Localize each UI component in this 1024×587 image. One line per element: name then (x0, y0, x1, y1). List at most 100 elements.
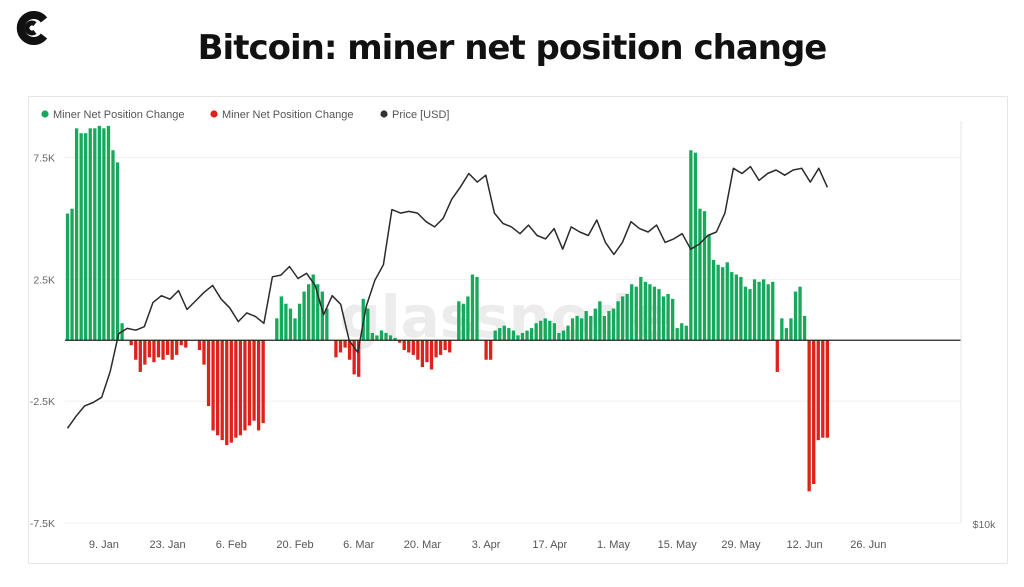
coindesk-logo (16, 11, 48, 45)
bar-negative (202, 340, 206, 365)
bar-positive (561, 330, 566, 341)
bar-positive (557, 332, 561, 341)
bar-positive (79, 133, 83, 341)
bar-positive (652, 286, 657, 341)
bar-negative (775, 340, 779, 372)
bar-positive (771, 281, 775, 341)
x-tick-label: 15. May (658, 539, 698, 551)
bar-positive (516, 335, 520, 341)
bar-positive (734, 274, 738, 341)
bar-positive (620, 296, 625, 341)
x-tick-label: 17. Apr (532, 539, 567, 551)
bar-positive (520, 332, 525, 341)
bar-positive (711, 259, 716, 341)
bar-negative (357, 340, 361, 377)
bar-positive (525, 330, 529, 341)
x-tick-label: 6. Feb (216, 539, 247, 551)
bar-positive (297, 303, 302, 341)
x-tick-label: 12. Jun (787, 539, 823, 551)
bar-positive (461, 303, 465, 341)
bar-positive (625, 293, 629, 341)
x-tick-label: 20. Mar (404, 539, 442, 551)
x-tick-label: 29. May (721, 539, 761, 551)
chart-svg: glassnode Miner Net Position Change Mine… (30, 109, 996, 551)
bar-negative (807, 340, 811, 492)
bar-positive (616, 301, 620, 341)
bar-positive (293, 318, 297, 341)
bar-positive (539, 320, 543, 341)
chart-card: glassnode Miner Net Position Change Mine… (28, 96, 1008, 564)
bar-negative (175, 340, 179, 355)
bar-positive (106, 125, 111, 341)
bar-negative (352, 340, 356, 375)
bar-positive (534, 323, 538, 341)
y-tick-label: 2.5K (33, 274, 55, 286)
bar-positive (648, 284, 652, 341)
bar-positive (111, 150, 115, 341)
bar-negative (165, 340, 170, 355)
bar-negative (211, 340, 215, 431)
bar-positive (752, 279, 757, 341)
x-tick-label: 9. Jan (89, 539, 119, 551)
bar-positive (689, 150, 693, 341)
price-line (66, 165, 829, 429)
bar-positive (366, 308, 370, 341)
bar-negative (179, 340, 183, 346)
bar-negative (816, 340, 820, 441)
bar-positive (721, 267, 725, 341)
bar-positive (716, 264, 720, 341)
bar-positive (793, 291, 798, 341)
bar-positive (370, 332, 374, 341)
bar-positive (511, 330, 516, 341)
bar-negative (434, 340, 438, 358)
bar-positive (671, 298, 675, 341)
bar-negative (184, 340, 188, 348)
bar-positive (320, 291, 324, 341)
bar-negative (206, 340, 211, 407)
bar-positive (748, 289, 752, 341)
x-tick-label: 3. Apr (472, 539, 501, 551)
bar-positive (666, 293, 670, 341)
bar-negative (261, 340, 265, 424)
bar-negative (129, 340, 133, 346)
bar-negative (252, 340, 256, 421)
bar-positive (661, 296, 666, 341)
bar-negative (229, 340, 233, 443)
bar-negative (402, 340, 406, 351)
bar-negative (821, 340, 825, 438)
bar-negative (143, 340, 147, 365)
bar-negative (247, 340, 252, 426)
bar-positive (288, 308, 293, 341)
x-tick-label: 6. Mar (343, 539, 375, 551)
bar-positive (375, 335, 379, 341)
x-tick-label: 1. May (597, 539, 631, 551)
bar-negative (343, 340, 347, 348)
bar-negative (411, 340, 415, 355)
bar-positive (643, 281, 647, 341)
bar-positive (743, 286, 748, 341)
x-tick-label: 26. Jun (850, 539, 886, 551)
bar-positive (757, 281, 761, 341)
bar-positive (543, 318, 547, 341)
bar-positive (384, 332, 388, 341)
bar-positive (548, 320, 552, 341)
bar-positive (275, 318, 279, 341)
bar-positive (598, 301, 602, 341)
bar-negative (448, 340, 452, 353)
bar-positive (725, 262, 729, 341)
bar-positive (802, 315, 807, 341)
bar-positive (302, 291, 306, 341)
bar-positive (675, 328, 679, 341)
bar-negative (398, 340, 402, 343)
bar-negative (197, 340, 202, 351)
bar-positive (766, 284, 770, 341)
bars (65, 125, 829, 492)
x-axis: 9. Jan 23. Jan 6. Feb 20. Feb 6. Mar 20. Mar 3… (89, 539, 886, 551)
bar-positive (393, 337, 397, 341)
bar-negative (338, 340, 343, 353)
bar-negative (334, 340, 338, 358)
bar-positive (493, 330, 497, 341)
bar-positive (93, 128, 97, 341)
bar-positive (102, 128, 106, 341)
bar-negative (147, 340, 152, 358)
